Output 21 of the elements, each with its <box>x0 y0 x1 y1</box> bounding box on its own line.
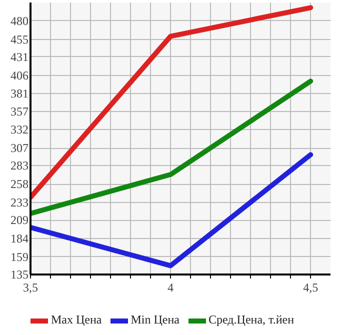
y-tick-label: 135 <box>10 268 28 282</box>
legend-label: Max Цена <box>51 312 102 328</box>
y-tick-label: 209 <box>10 213 28 228</box>
y-tick-label: 480 <box>10 14 28 28</box>
legend-label: Min Цена <box>130 312 180 328</box>
x-tick-label: 4,5 <box>303 280 318 294</box>
y-tick-label: 258 <box>10 177 28 192</box>
y-tick-label: 381 <box>10 86 28 101</box>
x-tick-label: 4 <box>168 280 174 294</box>
y-tick-label: 406 <box>10 68 28 82</box>
y-tick-label: 357 <box>10 104 28 118</box>
y-tick-label: 332 <box>10 122 28 137</box>
y-tick-label: 233 <box>10 195 28 210</box>
y-tick-label: 283 <box>10 158 28 173</box>
legend-label: Сред.Цена, т.йен <box>208 312 294 328</box>
y-tick-label: 159 <box>10 250 28 264</box>
y-tick-label: 184 <box>10 231 28 246</box>
y-tick-label: 307 <box>10 141 28 156</box>
y-tick-label: 455 <box>10 32 28 46</box>
x-tick-label: 3,5 <box>23 280 38 294</box>
y-tick-label: 431 <box>10 50 28 64</box>
